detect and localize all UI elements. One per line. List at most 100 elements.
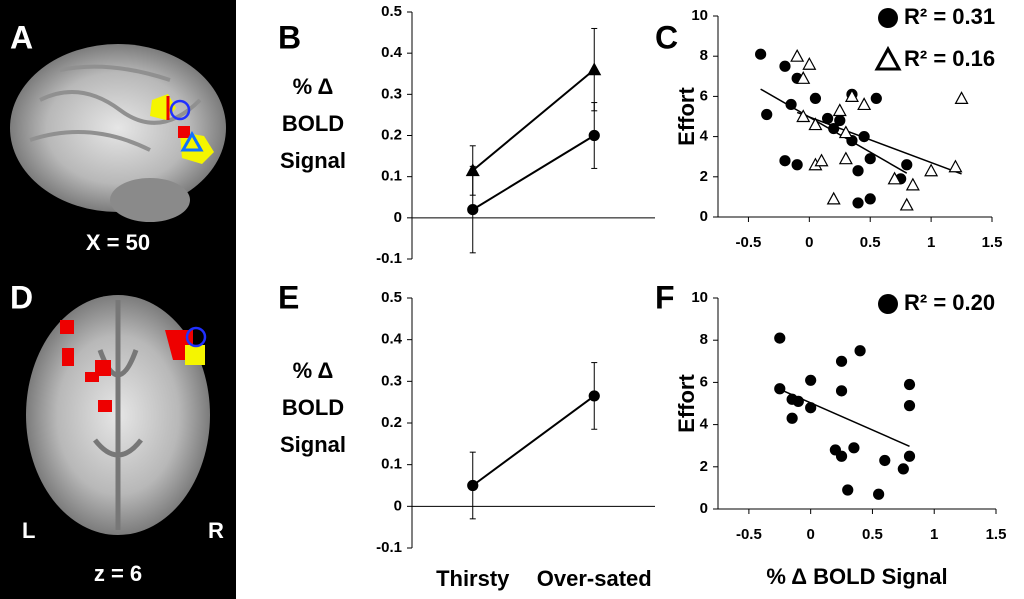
y-tick-label: 0.3: [381, 85, 402, 102]
legend-marker: [878, 8, 898, 28]
y-axis-label: Signal: [280, 148, 346, 173]
y-axis-label: % Δ: [293, 358, 334, 383]
legend-marker: [878, 294, 898, 314]
circle-marker: [791, 159, 803, 171]
circle-marker: [870, 92, 882, 105]
triangle-marker: [814, 153, 829, 167]
circle-marker: [873, 488, 885, 500]
y-tick-label: -0.1: [376, 250, 402, 267]
y-axis-label: BOLD: [282, 111, 344, 136]
legend-marker: [874, 45, 902, 71]
circle-marker: [588, 390, 600, 402]
series-line: [472, 68, 595, 172]
circle-marker: [774, 383, 786, 395]
y-tick-label: 0.1: [381, 168, 402, 185]
orientation-right: R: [208, 518, 224, 543]
x-tick-label: 0.5: [862, 526, 883, 543]
y-tick-label: -0.1: [376, 539, 402, 556]
circle-marker: [864, 153, 876, 165]
axial-image: D L R z = 6: [10, 279, 224, 585]
y-axis-label: Effort: [674, 87, 699, 146]
triangle-marker: [826, 191, 841, 205]
circle-marker: [779, 155, 791, 167]
legend-label: R² = 0.31: [904, 4, 995, 29]
circle-marker: [854, 345, 866, 357]
circle-marker: [588, 129, 600, 142]
circle-marker: [792, 395, 804, 407]
x-tick-label: 1: [930, 526, 938, 543]
panel-label: F: [655, 279, 675, 315]
x-tick-label: 0.5: [860, 234, 881, 251]
y-tick-label: 6: [700, 87, 708, 104]
circle-marker: [903, 378, 916, 391]
legend-label: R² = 0.20: [904, 290, 995, 315]
sagittal-image: A X = 50: [10, 19, 226, 255]
orientation-left: L: [22, 518, 35, 543]
y-tick-label: 4: [700, 128, 709, 145]
circle-marker: [835, 385, 848, 397]
circle-marker: [805, 402, 817, 414]
y-tick-label: 6: [700, 373, 708, 390]
trend-line: [796, 111, 962, 175]
triangle-marker: [899, 197, 914, 211]
circle-marker: [848, 442, 860, 454]
circle-marker: [779, 60, 791, 72]
y-tick-label: 0.5: [381, 289, 402, 306]
x-tick-label: -0.5: [736, 526, 762, 543]
circle-marker: [852, 197, 864, 209]
circle-marker: [835, 355, 848, 367]
circle-marker: [852, 165, 864, 177]
circle-marker: [864, 193, 876, 205]
series-line: [472, 134, 595, 211]
triangle-marker: [796, 71, 811, 84]
circle-marker: [903, 450, 916, 462]
y-tick-label: 0.3: [381, 372, 402, 389]
triangle-marker: [587, 62, 602, 76]
y-axis-label: Effort: [674, 374, 699, 433]
x-tick-label: 1.5: [986, 526, 1007, 543]
triangle-marker: [954, 91, 969, 105]
y-tick-label: 10: [691, 7, 708, 24]
y-axis-label: BOLD: [282, 395, 344, 420]
panel-label: E: [278, 279, 299, 315]
circle-marker: [879, 454, 891, 467]
y-tick-label: 0: [700, 208, 708, 225]
x-tick-label: Over-sated: [537, 566, 652, 591]
y-tick-label: 0: [700, 500, 708, 517]
y-tick-label: 0: [394, 497, 402, 514]
x-tick-label: 1.5: [982, 234, 1003, 251]
panel-label: B: [278, 19, 301, 55]
triangle-marker: [838, 125, 853, 139]
circle-marker: [842, 484, 854, 496]
circle-marker: [467, 479, 479, 492]
circle-marker: [805, 374, 817, 386]
triangle-marker: [905, 177, 920, 191]
triangle-marker: [844, 89, 859, 102]
y-tick-label: 0.2: [381, 126, 402, 143]
image-caption: z = 6: [94, 561, 142, 586]
legend-label: R² = 0.16: [904, 46, 995, 71]
panel-label: C: [655, 19, 678, 55]
y-tick-label: 0.4: [381, 331, 403, 348]
circle-marker: [774, 332, 786, 344]
y-tick-label: 2: [700, 168, 708, 185]
triangle-marker: [790, 48, 805, 62]
y-axis-label: Signal: [280, 432, 346, 457]
triangle-marker: [857, 97, 872, 111]
circle-marker: [786, 412, 798, 424]
triangle-marker: [832, 103, 847, 117]
y-tick-label: 10: [691, 289, 708, 306]
triangle-marker: [808, 117, 823, 131]
circle-marker: [467, 204, 479, 216]
triangle-marker: [948, 159, 963, 173]
x-tick-label: 0: [806, 526, 814, 543]
circle-marker: [901, 159, 913, 171]
circle-marker: [903, 400, 916, 412]
triangle-marker: [887, 171, 902, 185]
circle-marker: [834, 114, 846, 127]
y-tick-label: 8: [700, 47, 708, 64]
y-tick-label: 2: [700, 458, 708, 475]
y-tick-label: 0.4: [381, 44, 403, 61]
y-tick-label: 0.5: [381, 3, 402, 20]
